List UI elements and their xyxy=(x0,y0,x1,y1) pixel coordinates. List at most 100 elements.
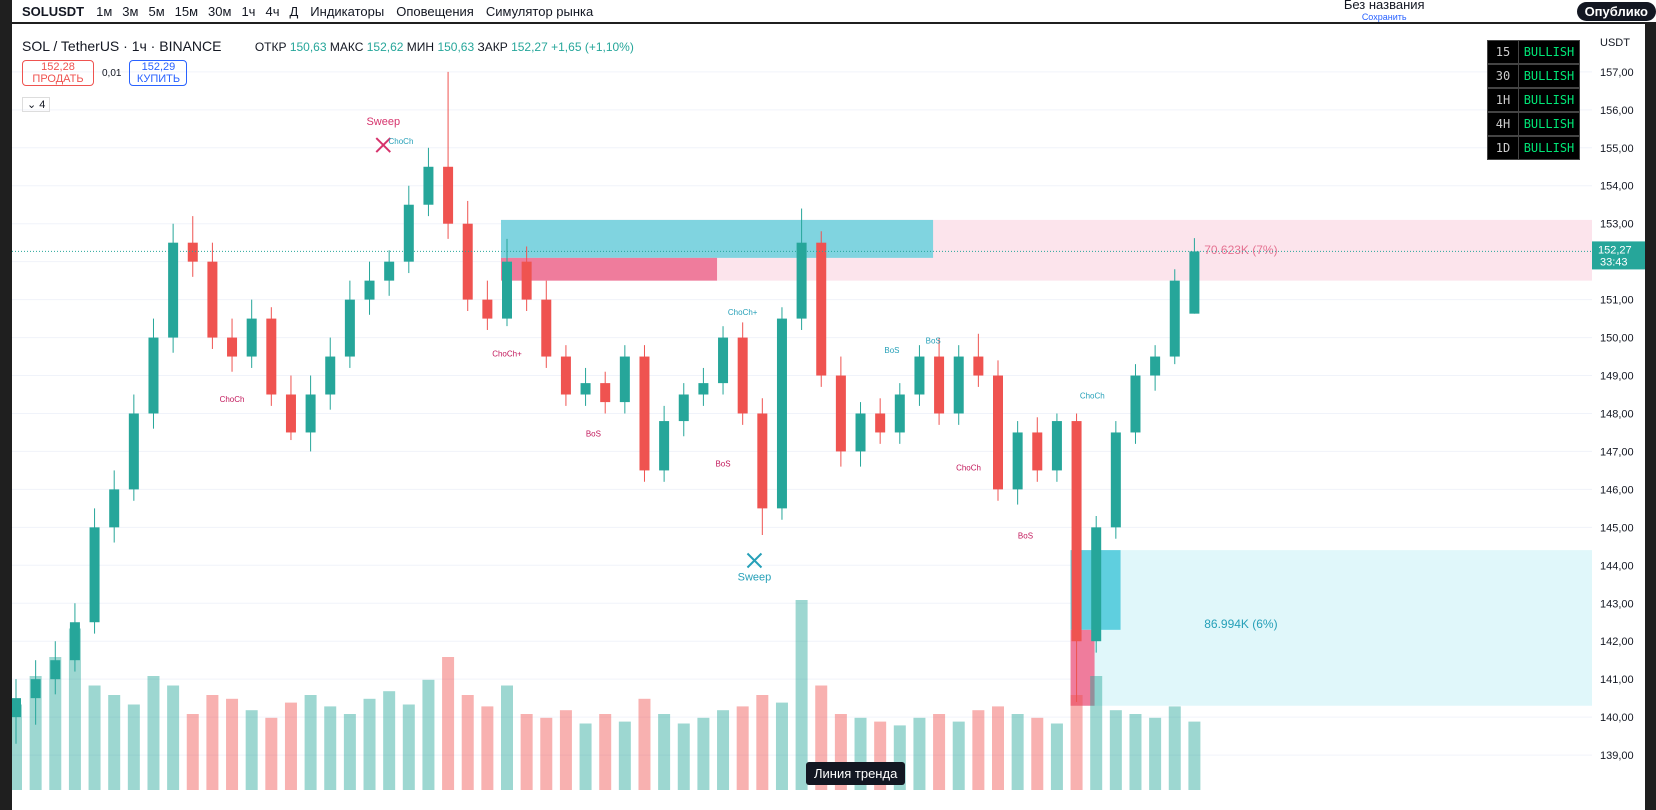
low: 150,63 xyxy=(437,40,475,54)
annotation: BoS xyxy=(1018,532,1033,541)
volume-bar xyxy=(1168,706,1181,790)
candle-body xyxy=(737,337,748,414)
sell-button[interactable]: 152,28 ПРОДАТЬ xyxy=(22,60,94,86)
volume-bar xyxy=(658,714,671,790)
candle-body xyxy=(757,413,768,509)
annotation: BoS xyxy=(586,429,601,438)
candle-body xyxy=(325,356,336,395)
candle-body xyxy=(934,356,945,414)
y-tick-label: 156,00 xyxy=(1600,105,1634,117)
volume-bar xyxy=(638,698,651,790)
volume-bar xyxy=(697,717,710,790)
volume-bar xyxy=(501,685,513,790)
legend: SOL / TetherUS · 1ч · BINANCE ОТКР 150,6… xyxy=(22,38,634,54)
volume-bar xyxy=(12,704,22,790)
annotation: BoS xyxy=(884,346,899,355)
volume-bar xyxy=(1011,714,1024,790)
interval[interactable]: 1ч xyxy=(241,3,256,19)
indicators-toggle[interactable]: ⌄ 4 xyxy=(22,97,51,112)
volume-bar xyxy=(736,706,749,790)
interval[interactable]: 4ч xyxy=(265,3,280,19)
volume-bar xyxy=(127,704,140,790)
sweep-marker xyxy=(375,137,391,153)
last-price-tag xyxy=(1592,241,1645,270)
indicators[interactable]: Индикаторы xyxy=(310,3,385,19)
close-label: ЗАКР xyxy=(477,40,508,54)
candle-body xyxy=(187,242,198,262)
candle-body xyxy=(835,375,846,452)
high: 152,62 xyxy=(366,40,404,54)
y-tick-label: 139,00 xyxy=(1600,750,1634,762)
volume-bar xyxy=(579,723,592,790)
buy-price: 152,29 xyxy=(141,61,176,73)
volume-bar xyxy=(68,628,81,790)
interval[interactable]: 30м xyxy=(208,3,232,19)
annotation: ChoCh xyxy=(1080,391,1105,400)
candle-body xyxy=(659,421,670,471)
volume-bar xyxy=(756,695,769,790)
demand-zone xyxy=(1070,550,1592,706)
symbol[interactable]: SOLUSDT xyxy=(22,3,85,19)
save[interactable]: Сохранить xyxy=(1361,12,1407,22)
volume-bar xyxy=(88,685,101,790)
candle-body xyxy=(482,299,493,319)
interval[interactable]: Д xyxy=(289,3,299,19)
legend-title: SOL / TetherUS · 1ч · BINANCE xyxy=(22,38,222,54)
volume-bar xyxy=(442,657,455,790)
candle-body xyxy=(128,413,139,490)
open: 150,63 xyxy=(289,40,327,54)
spread: 0,01 xyxy=(102,67,122,79)
y-tick-label: 149,00 xyxy=(1600,371,1634,383)
trend: BULLISH xyxy=(1523,117,1575,131)
volume-bar xyxy=(226,698,239,790)
volume-bar xyxy=(29,676,42,790)
candle-body xyxy=(718,337,729,384)
publish[interactable]: Опублико xyxy=(1576,1,1656,21)
annotation: Sweep xyxy=(366,116,400,128)
timeframe: 4H xyxy=(1488,113,1519,135)
replay[interactable]: Симулятор рынка xyxy=(485,3,594,19)
volume-bar xyxy=(540,717,553,790)
candle-body xyxy=(462,223,473,300)
candle-body xyxy=(600,383,611,403)
layout[interactable]: Без названия Сохранить xyxy=(1344,0,1425,23)
candle-body xyxy=(207,261,218,338)
buy-button[interactable]: 152,29 КУПИТЬ xyxy=(129,60,188,86)
interval[interactable]: 1м xyxy=(96,3,113,19)
toolbar: SOLUSDT 1м 3м 5м 15м 30м 1ч 4ч Д Индикаторы Опо… xyxy=(12,0,1656,22)
candle-body xyxy=(384,261,395,281)
y-tick-label: 154,00 xyxy=(1600,181,1634,193)
table-row: 30 BULLISH xyxy=(1487,64,1580,88)
timeframe: 30 xyxy=(1488,65,1519,87)
change: +1,65 (+1,10%) xyxy=(551,40,634,54)
volume-bar xyxy=(1149,717,1162,790)
alerts[interactable]: Оповещения xyxy=(396,3,474,19)
candle-body xyxy=(148,337,159,414)
open-label: ОТКР xyxy=(254,40,287,54)
timeframe: 15 xyxy=(1488,41,1519,63)
volume-bar xyxy=(992,706,1004,790)
interval[interactable]: 3м xyxy=(122,3,139,19)
trend: BULLISH xyxy=(1523,45,1575,59)
y-tick-label: 145,00 xyxy=(1600,522,1634,534)
interval[interactable]: 15м xyxy=(174,3,199,19)
interval[interactable]: 5м xyxy=(148,3,165,19)
annotation: ChoCh xyxy=(956,463,981,472)
annotation: 70.623K (7%) xyxy=(1204,243,1277,257)
close: 152,27 xyxy=(511,40,548,54)
candle-body xyxy=(560,356,571,395)
candle-body xyxy=(855,413,866,452)
volume-bar xyxy=(559,710,572,790)
volume-bar xyxy=(599,714,612,790)
y-tick-label: 157,00 xyxy=(1600,67,1634,79)
candle-body xyxy=(364,280,375,300)
volume-bar xyxy=(167,685,180,790)
volume-bar xyxy=(795,600,808,790)
tooltip: Линия тренда xyxy=(806,762,906,785)
candle-body xyxy=(776,318,787,509)
candle-body xyxy=(698,383,709,395)
y-tick-label: 151,00 xyxy=(1600,295,1634,307)
volume-bar xyxy=(402,704,415,790)
y-tick-label: 150,00 xyxy=(1600,333,1634,345)
volume-bar xyxy=(481,706,494,790)
